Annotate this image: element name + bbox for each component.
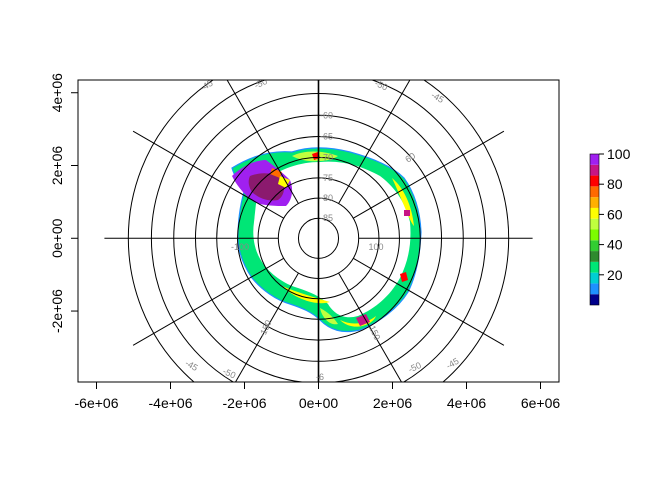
ice-weddell-core (248, 173, 285, 201)
legend-swatch (590, 251, 599, 262)
ice-concentration-field (231, 147, 422, 333)
graticule-label: -60 (320, 110, 333, 120)
graticule-label: -50 (407, 360, 423, 375)
legend-swatch (590, 240, 599, 252)
graticule-label: -70 (320, 152, 333, 162)
graticule-label: -45 (444, 356, 460, 371)
legend-swatch (590, 272, 599, 284)
meridian-label: 100 (368, 242, 383, 252)
legend-tick-label: 20 (607, 267, 623, 283)
graticule-label: -50 (253, 76, 269, 91)
x-tick-label: -6e+06 (75, 395, 119, 411)
ice-patch-red-east (400, 272, 408, 282)
x-tick-label: 0e+00 (299, 395, 339, 411)
legend-tick-label: 100 (607, 146, 631, 162)
legend-tick-label: 40 (607, 237, 623, 253)
legend-swatch (590, 164, 599, 176)
ice-patch-magenta-south (356, 314, 370, 326)
color-legend: 20 40 60 80 100 (589, 146, 631, 306)
x-tick-label: -4e+06 (149, 395, 193, 411)
graticule-label: -45 (429, 90, 445, 105)
y-tick-label: 0e+00 (49, 218, 65, 258)
graticule-label: -75 (320, 173, 333, 183)
legend-swatch (590, 229, 599, 241)
graticule-label: -45 (183, 358, 199, 373)
graticule-label: -65 (320, 131, 333, 141)
legend-swatch (590, 294, 599, 305)
meridian-line (234, 272, 299, 382)
legend-swatch (590, 207, 599, 219)
legend-swatch (590, 175, 599, 187)
meridian-line (338, 272, 403, 382)
legend-tick-label: 80 (607, 176, 623, 192)
x-tick-label: -2e+06 (223, 395, 267, 411)
continent-interior (253, 161, 411, 318)
ice-ross-sea (320, 308, 338, 325)
ice-weddell-edge (270, 168, 282, 178)
y-tick-label: 4e+06 (49, 73, 65, 113)
y-tick-label: -2e+06 (49, 289, 65, 333)
legend-swatch (590, 154, 599, 165)
x-tick-label: 2e+06 (373, 395, 413, 411)
legend-swatch (590, 186, 599, 198)
meridian-label: -6 (316, 372, 324, 382)
graticule (104, 80, 533, 382)
ice-patch-yellow-south (340, 316, 376, 327)
legend-swatch (590, 283, 599, 295)
graticule-label: -80 (320, 193, 333, 203)
meridian-label: 150 (367, 324, 382, 342)
legend-swatch (590, 261, 599, 273)
ice-patch-magenta-east (404, 210, 410, 216)
meridian-line (353, 130, 505, 219)
y-tick-label: 2e+06 (49, 146, 65, 186)
meridian-label: 60 (403, 151, 417, 165)
meridian-line (338, 80, 411, 204)
meridian-line (226, 80, 299, 204)
legend-frame (589, 153, 600, 306)
meridian-line (132, 130, 284, 219)
graticule-label: -85 (320, 213, 333, 223)
y-axis: -2e+06 0e+00 2e+06 4e+06 (49, 73, 79, 333)
x-axis: -6e+06 -4e+06 -2e+06 0e+00 2e+06 4e+06 6e+06 (75, 381, 561, 411)
meridian-label: -100 (231, 242, 249, 252)
meridian-line (353, 257, 505, 346)
ice-weddell-edge-yellow (278, 176, 290, 188)
x-tick-label: 4e+06 (447, 395, 487, 411)
legend-swatch (590, 218, 599, 230)
meridian-line (132, 257, 284, 346)
legend-tick-label: 60 (607, 206, 623, 222)
x-tick-label: 6e+06 (521, 395, 561, 411)
legend-swatch (590, 197, 599, 208)
graticule-label: -50 (221, 366, 237, 381)
